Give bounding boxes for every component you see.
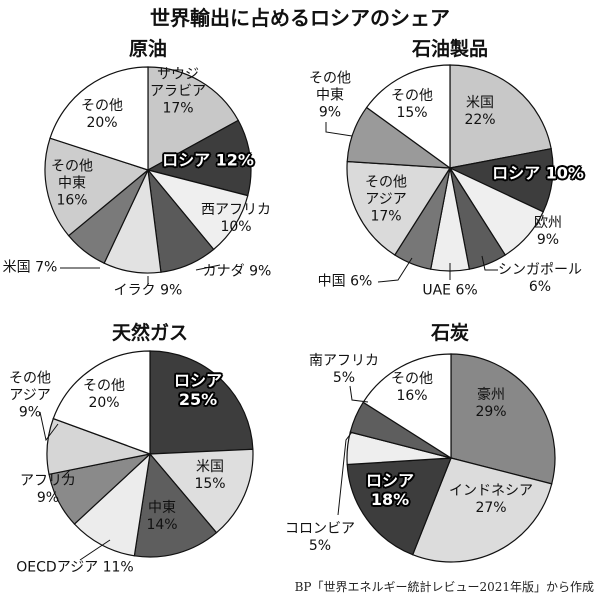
data-label-oil-products-5: 中国 6% [317,273,373,290]
data-label-natural-gas-0: ロシア 25% [173,371,223,409]
data-label-crude-oil-2: 西アフリカ 10% [201,202,271,235]
data-label-crude-oil-1: ロシア 12% [162,150,254,170]
pie-slice-coal-1 [411,457,553,563]
pie-title-oil-products: 石油製品 [411,38,489,60]
leader-line-natural-gas-2 [39,411,59,442]
leader-line-natural-gas-1 [61,469,71,479]
data-label-oil-products-0: 米国 22% [464,95,496,128]
data-label-natural-gas-1: 米国 15% [194,459,226,492]
data-label-crude-oil-5: 米国 7% [2,259,58,276]
pie-slice-crude-oil-1 [146,119,252,197]
pie-slice-natural-gas-6 [52,350,151,455]
data-label-crude-oil-4: イラク 9% [113,282,183,299]
data-label-oil-products-3: シンガポール 6% [498,262,582,295]
leader-line-coal-0 [337,431,353,516]
data-label-coal-3: コロンビア 5% [285,521,355,554]
data-label-crude-oil-6: その他 中東 16% [51,158,93,209]
data-label-coal-5: その他 16% [391,371,433,404]
leader-line-coal-1 [349,385,369,403]
leader-line-natural-gas-0 [79,539,111,561]
pie-title-coal: 石炭 [430,322,470,344]
data-label-coal-1: インドネシア 27% [449,483,533,516]
data-label-crude-oil-0: サウジ アラビア 17% [150,66,206,117]
data-label-coal-2: ロシア 18% [365,471,415,509]
data-label-natural-gas-2: 中東 14% [146,500,178,533]
data-label-oil-products-8: その他 15% [391,88,433,121]
pie-slice-oil-products-6 [346,160,452,256]
leader-line-crude-oil-0 [195,264,221,271]
data-label-natural-gas-4: アフリカ 9% [20,473,76,506]
pie-slice-natural-gas-0 [149,350,254,455]
data-label-natural-gas-5: その他 アジア 9% [9,370,51,421]
pie-title-natural-gas: 天然ガス [111,322,189,344]
data-label-crude-oil-7: その他 20% [81,98,123,131]
chart-title: 世界輸出に占めるロシアのシェア [150,6,450,30]
data-label-natural-gas-6: その他 20% [83,378,125,411]
pie-slice-coal-2 [346,457,452,556]
pie-slice-natural-gas-2 [133,452,218,558]
pie-slice-crude-oil-0 [147,66,240,172]
pie-slice-coal-5 [362,353,452,460]
source-note: BP「世界エネルギー統計レビュー2021年版」から作成 [294,580,594,594]
pie-slice-natural-gas-1 [148,448,254,534]
pie-slice-crude-oil-6 [44,137,150,237]
data-label-natural-gas-3: OECDアジア 11% [16,559,134,576]
pie-title-crude-oil: 原油 [128,38,168,60]
data-label-coal-0: 豪州 29% [475,387,507,420]
data-label-oil-products-6: その他 アジア 17% [365,174,407,225]
data-label-oil-products-4: UAE 6% [422,282,478,299]
data-label-oil-products-1: ロシア 10% [492,163,584,183]
data-label-oil-products-7: その他 中東 9% [309,70,351,121]
pie-slice-crude-oil-7 [49,66,149,171]
pie-slice-oil-products-0 [449,64,552,169]
leader-line-oil-products-3 [325,122,353,137]
data-label-crude-oil-3: カナダ 9% [202,263,272,280]
leader-line-oil-products-0 [481,255,498,271]
pie-slice-oil-products-8 [365,64,451,170]
leader-line-oil-products-2 [377,257,413,283]
data-label-oil-products-2: 欧州 9% [534,215,562,248]
data-label-coal-4: 南アフリカ 5% [309,353,379,386]
pie-slice-coal-0 [450,353,556,485]
